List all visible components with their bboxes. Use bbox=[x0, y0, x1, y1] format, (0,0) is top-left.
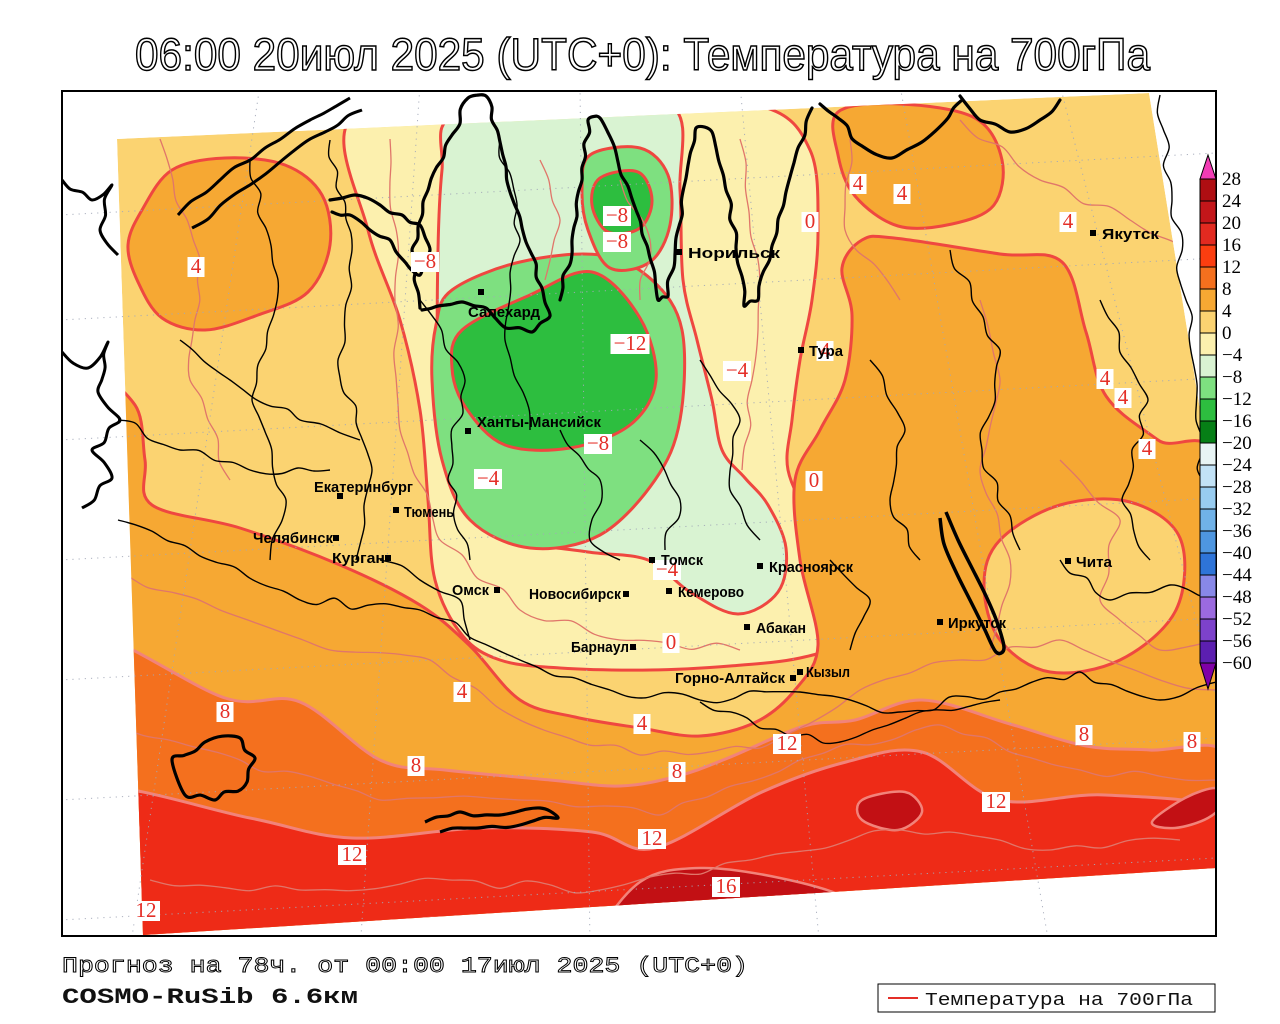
svg-text:20: 20 bbox=[1222, 213, 1241, 234]
svg-text:12: 12 bbox=[1222, 257, 1241, 278]
svg-text:12: 12 bbox=[642, 826, 663, 850]
svg-text:4: 4 bbox=[1142, 436, 1153, 460]
svg-text:Барнаул: Барнаул bbox=[571, 639, 629, 656]
svg-text:4: 4 bbox=[1100, 366, 1111, 390]
svg-text:COSMO-RuSib 6.6км: COSMO-RuSib 6.6км bbox=[62, 985, 358, 1010]
svg-text:−8: −8 bbox=[414, 249, 436, 273]
svg-text:0: 0 bbox=[805, 209, 816, 233]
svg-text:Салехард: Салехард bbox=[468, 304, 540, 321]
svg-text:−4: −4 bbox=[477, 466, 500, 490]
svg-text:−48: −48 bbox=[1222, 587, 1252, 608]
svg-text:Иркутск: Иркутск bbox=[948, 615, 1006, 632]
svg-text:4: 4 bbox=[637, 711, 648, 735]
svg-text:0: 0 bbox=[666, 630, 677, 654]
svg-text:16: 16 bbox=[1222, 235, 1241, 256]
svg-text:0: 0 bbox=[1222, 323, 1232, 344]
svg-text:4: 4 bbox=[1118, 385, 1129, 409]
svg-text:−20: −20 bbox=[1222, 433, 1252, 454]
svg-text:−24: −24 bbox=[1222, 455, 1252, 476]
svg-text:Кызыл: Кызыл bbox=[806, 664, 850, 681]
svg-text:Норильск: Норильск bbox=[688, 245, 781, 262]
svg-text:4: 4 bbox=[1222, 301, 1232, 322]
svg-text:Курган: Курган bbox=[332, 550, 385, 567]
svg-text:8: 8 bbox=[1222, 279, 1232, 300]
svg-text:16: 16 bbox=[716, 874, 737, 898]
svg-text:4: 4 bbox=[1063, 209, 1074, 233]
svg-text:4: 4 bbox=[897, 181, 908, 205]
svg-text:8: 8 bbox=[1187, 729, 1198, 753]
svg-text:Томск: Томск bbox=[661, 552, 703, 569]
svg-text:Омск: Омск bbox=[452, 582, 489, 599]
svg-text:Абакан: Абакан bbox=[756, 620, 806, 637]
svg-text:Тура: Тура bbox=[809, 343, 844, 360]
svg-text:Ханты-Мансийск: Ханты-Мансийск bbox=[477, 414, 601, 431]
svg-text:−56: −56 bbox=[1222, 631, 1252, 652]
svg-text:8: 8 bbox=[672, 759, 683, 783]
svg-text:24: 24 bbox=[1222, 191, 1242, 212]
svg-text:06:00 20июл 2025 (UTC+0): Темп: 06:00 20июл 2025 (UTC+0): Температура на… bbox=[135, 29, 1151, 80]
svg-text:−52: −52 bbox=[1222, 609, 1252, 630]
svg-text:12: 12 bbox=[777, 731, 798, 755]
svg-text:8: 8 bbox=[220, 699, 231, 723]
svg-text:Челябинск: Челябинск bbox=[253, 530, 333, 547]
svg-text:−16: −16 bbox=[1222, 411, 1252, 432]
svg-text:−44: −44 bbox=[1222, 565, 1252, 586]
svg-text:−36: −36 bbox=[1222, 521, 1252, 542]
svg-text:0: 0 bbox=[809, 468, 820, 492]
svg-text:8: 8 bbox=[411, 753, 422, 777]
svg-text:8: 8 bbox=[1079, 722, 1090, 746]
svg-text:12: 12 bbox=[136, 898, 157, 922]
svg-text:Горно-Алтайск: Горно-Алтайск bbox=[675, 670, 785, 687]
svg-text:−8: −8 bbox=[606, 203, 628, 227]
svg-text:4: 4 bbox=[457, 679, 468, 703]
svg-text:Температура на 700гПа: Температура на 700гПа bbox=[925, 991, 1193, 1011]
svg-text:−12: −12 bbox=[614, 331, 647, 355]
svg-text:Кемерово: Кемерово bbox=[678, 584, 744, 601]
svg-text:Прогноз на 78ч. от 00:00 17июл: Прогноз на 78ч. от 00:00 17июл 2025 (UTC… bbox=[62, 954, 748, 979]
svg-text:4: 4 bbox=[853, 171, 864, 195]
svg-text:−28: −28 bbox=[1222, 477, 1252, 498]
svg-text:−32: −32 bbox=[1222, 499, 1252, 520]
svg-text:−8: −8 bbox=[587, 431, 609, 455]
svg-text:−4: −4 bbox=[656, 557, 679, 581]
svg-text:Екатеринбург: Екатеринбург bbox=[314, 479, 413, 496]
svg-text:−8: −8 bbox=[606, 229, 628, 253]
svg-text:Новосибирск: Новосибирск bbox=[529, 586, 621, 603]
svg-text:4: 4 bbox=[191, 254, 202, 278]
svg-text:−60: −60 bbox=[1222, 653, 1252, 674]
svg-text:−12: −12 bbox=[1222, 389, 1252, 410]
svg-text:Тюмень: Тюмень bbox=[404, 504, 454, 521]
svg-text:Якутск: Якутск bbox=[1102, 226, 1160, 243]
svg-text:Чита: Чита bbox=[1076, 554, 1113, 571]
svg-text:−40: −40 bbox=[1222, 543, 1252, 564]
svg-text:12: 12 bbox=[986, 789, 1007, 813]
svg-text:Красноярск: Красноярск bbox=[769, 559, 853, 576]
svg-text:4: 4 bbox=[820, 338, 831, 362]
svg-text:−4: −4 bbox=[726, 358, 749, 382]
svg-text:−4: −4 bbox=[1222, 345, 1243, 366]
svg-text:12: 12 bbox=[342, 842, 363, 866]
svg-text:−8: −8 bbox=[1222, 367, 1242, 388]
svg-text:28: 28 bbox=[1222, 169, 1241, 190]
